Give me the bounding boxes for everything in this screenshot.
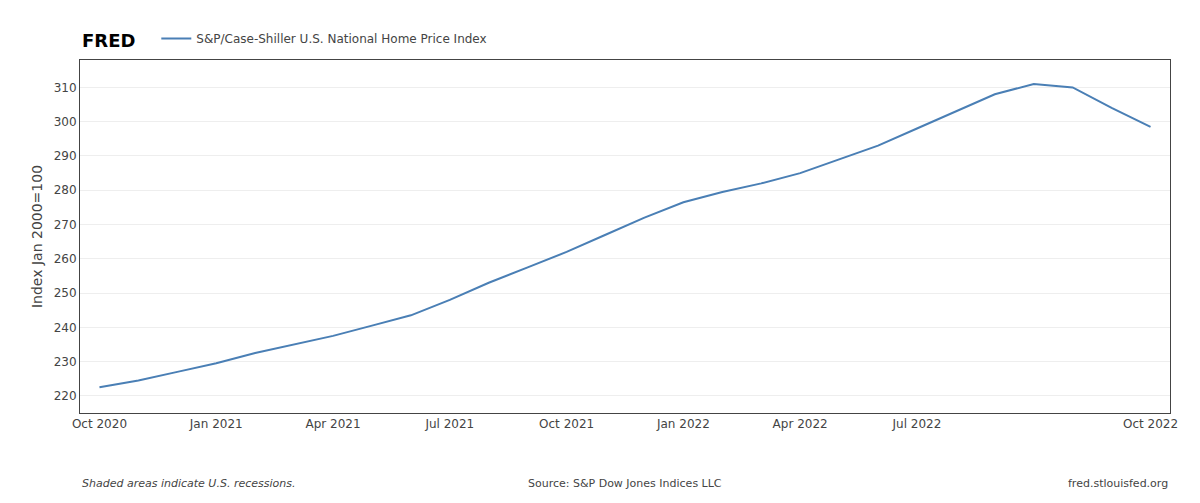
svg-text:fred.stlouisfed.org: fred.stlouisfed.org xyxy=(1068,477,1168,490)
svg-text:240: 240 xyxy=(54,321,77,335)
svg-text:Index Jan 2000=100: Index Jan 2000=100 xyxy=(29,165,45,308)
svg-text:Oct 2022: Oct 2022 xyxy=(1123,417,1178,431)
svg-text:Oct 2021: Oct 2021 xyxy=(539,417,594,431)
svg-text:Apr 2022: Apr 2022 xyxy=(773,417,828,431)
svg-text:Jan 2021: Jan 2021 xyxy=(189,417,243,431)
svg-text:270: 270 xyxy=(54,218,77,232)
svg-text:Jan 2022: Jan 2022 xyxy=(656,417,710,431)
svg-text:250: 250 xyxy=(54,286,77,300)
svg-text:S&P/Case-Shiller U.S. National: S&P/Case-Shiller U.S. National Home Pric… xyxy=(196,32,486,46)
svg-text:Jul 2021: Jul 2021 xyxy=(424,417,474,431)
svg-text:230: 230 xyxy=(54,355,77,369)
svg-text:220: 220 xyxy=(54,389,77,403)
svg-text:280: 280 xyxy=(54,183,77,197)
svg-text:290: 290 xyxy=(54,149,77,163)
svg-text:Oct 2020: Oct 2020 xyxy=(72,417,127,431)
svg-text:Jul 2022: Jul 2022 xyxy=(892,417,942,431)
svg-text:FRED: FRED xyxy=(82,30,135,51)
svg-text:310: 310 xyxy=(54,81,77,95)
svg-text:300: 300 xyxy=(54,115,77,129)
svg-text:Source: S&P Dow Jones Indices: Source: S&P Dow Jones Indices LLC xyxy=(528,477,722,490)
svg-text:Apr 2021: Apr 2021 xyxy=(305,417,360,431)
svg-text:Shaded areas indicate U.S. rec: Shaded areas indicate U.S. recessions. xyxy=(82,477,295,490)
svg-text:260: 260 xyxy=(54,252,77,266)
